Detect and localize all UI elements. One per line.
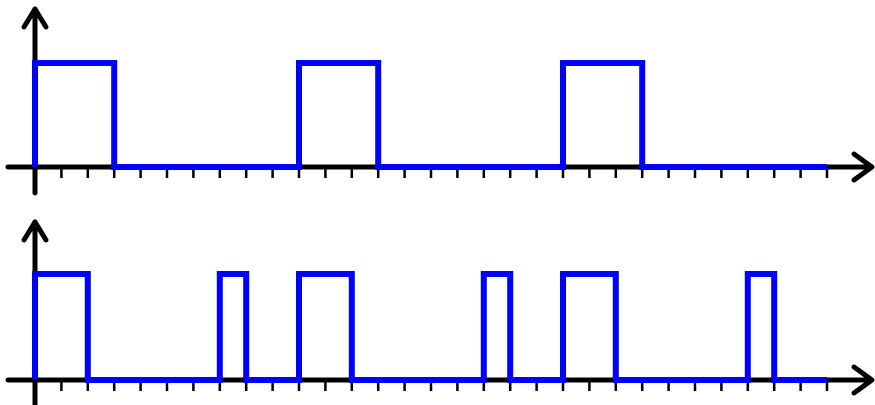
signal-waveform (32, 271, 827, 383)
bottom-waveform-panel (5, 219, 875, 405)
signal-waveform (32, 60, 827, 170)
y-axis-arrowhead-icon (21, 6, 49, 30)
y-axis-arrowhead-icon (21, 219, 49, 243)
x-axis-arrowhead-icon (851, 364, 875, 396)
pulse (484, 274, 510, 380)
pulse (35, 274, 88, 380)
pulse (748, 274, 774, 380)
x-axis-arrowhead-icon (851, 151, 875, 183)
pulse (299, 63, 378, 167)
pulse (563, 63, 642, 167)
pulse (35, 63, 114, 167)
pulse (299, 274, 352, 380)
pulse (220, 274, 246, 380)
pulse (563, 274, 616, 380)
top-waveform-panel (5, 6, 875, 196)
